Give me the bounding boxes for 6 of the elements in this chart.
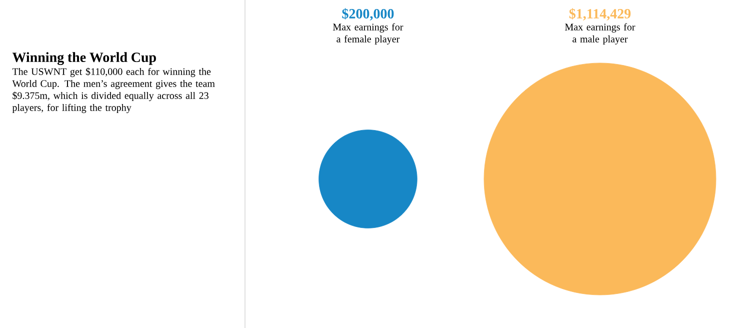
data-label: $200,000 xyxy=(342,8,394,20)
category-label: Max earnings for a male player xyxy=(565,23,636,44)
text: Winning the World Cup xyxy=(12,52,156,65)
data-label: $1,114,429 xyxy=(569,8,631,20)
text: The USWNT get $110,000 each for winning the World Cup. The men’s agreement gives the team $9.375m, which is divided equally across all 23 players, for lifting the trophy xyxy=(12,68,215,114)
category-label: Max earnings for a female player xyxy=(332,23,404,44)
